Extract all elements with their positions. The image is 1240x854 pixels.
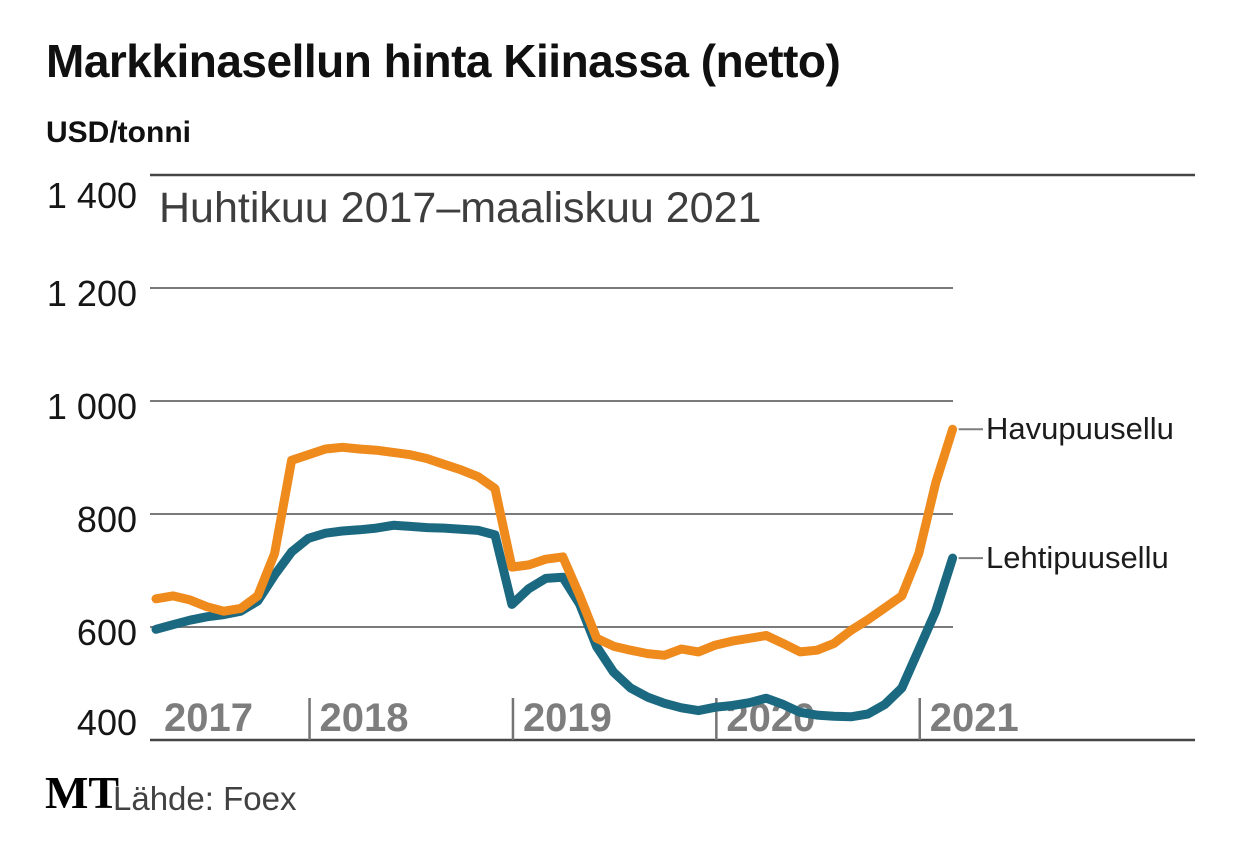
mt-logo: MT [45,767,120,818]
y-axis-label-400: 400 [77,702,137,743]
x-axis-year-label-2019: 2019 [523,696,612,740]
line-lehtipuusellu [151,520,958,722]
y-axis-unit-label: USD/tonni [46,116,191,149]
y-axis-label-800: 800 [77,499,137,540]
period-subtitle: Huhtikuu 2017–maaliskuu 2021 [159,184,762,232]
y-axis-label-600: 600 [77,612,137,653]
source-text: Lähde: Foex [113,780,297,817]
y-axis-label-1400: 1 400 [47,175,137,216]
y-axis-label-1200: 1 200 [47,273,137,314]
legend-label-lehtipuusellu: Lehtipuusellu [986,540,1169,576]
x-axis-year-label-2018: 2018 [320,696,409,740]
page-title: Markkinasellun hinta Kiinassa (netto) [46,35,841,87]
y-axis-label-1000: 1 000 [47,386,137,427]
x-axis-year-label-2017: 2017 [164,696,253,740]
x-axis-year-label-2021: 2021 [930,696,1019,740]
legend-label-havupuusellu: Havupuusellu [986,411,1174,447]
line-havupuusellu [151,424,958,660]
